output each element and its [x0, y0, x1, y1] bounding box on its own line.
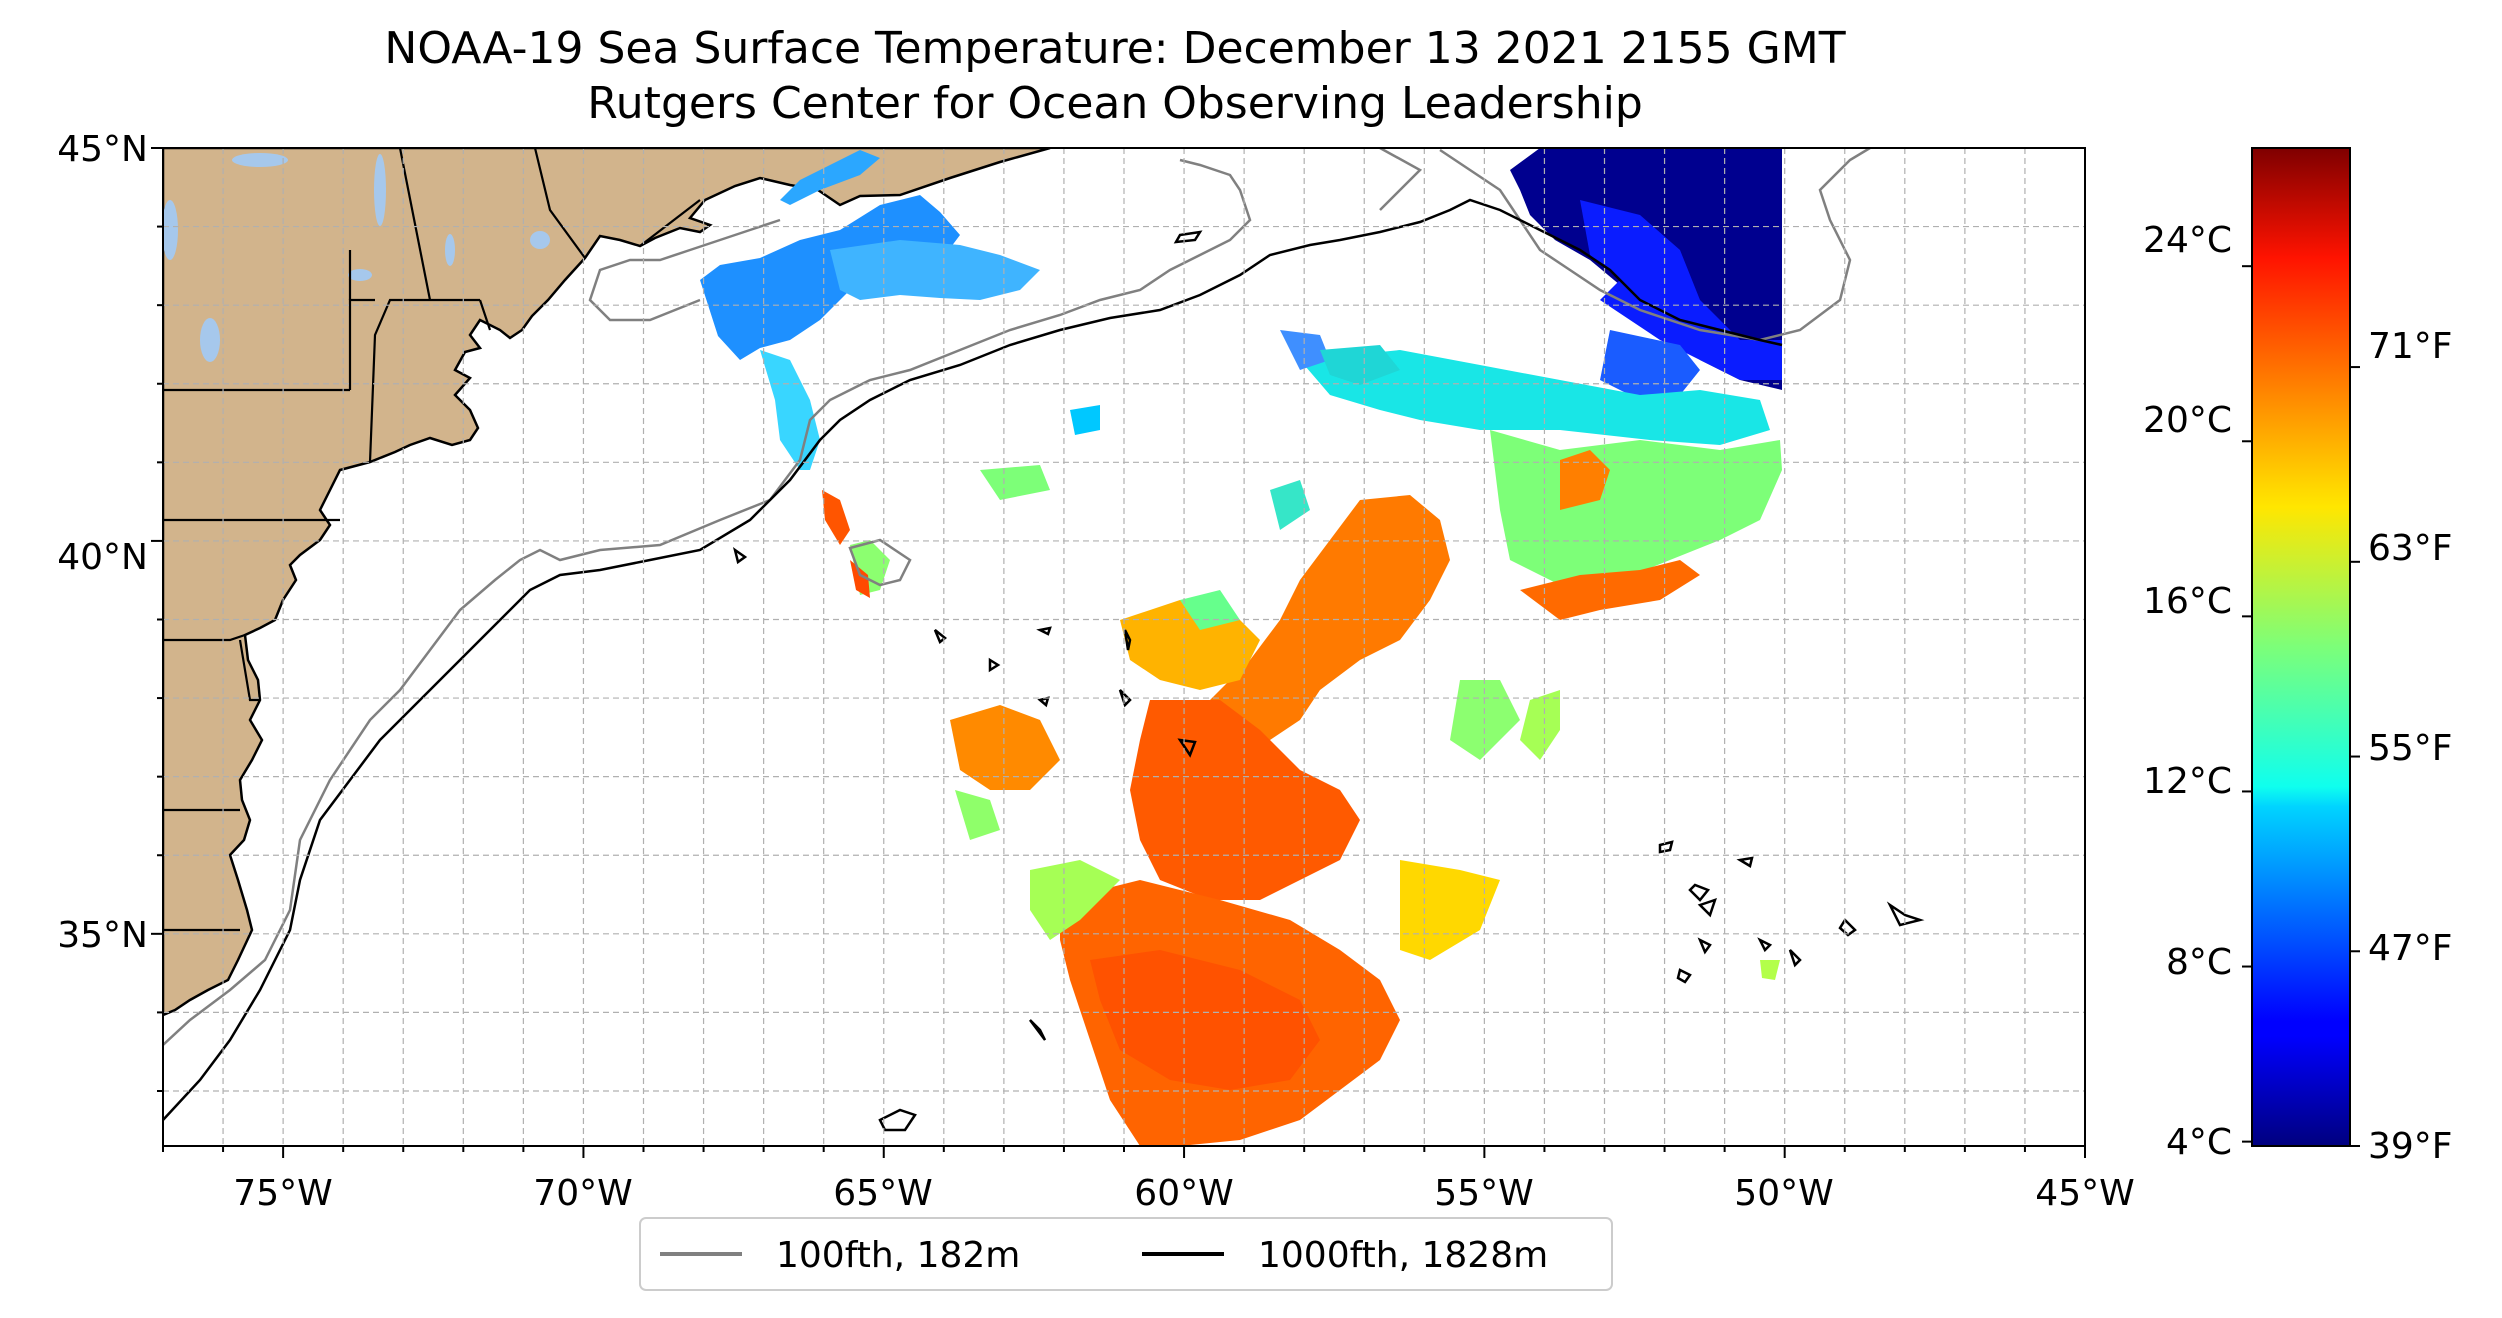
- colorbar-celsius-labels: 4°C 8°C 12°C 16°C 20°C 24°C: [2143, 220, 2232, 1163]
- sst-isolated-green: [980, 465, 1050, 500]
- lat-tick-label: 40°N: [57, 537, 148, 578]
- sst-isolated-green-2: [1270, 480, 1310, 530]
- sst-southwest-green: [955, 790, 1000, 840]
- map-panel: [163, 148, 2085, 1146]
- colorbar: 4°C 8°C 12°C 16°C 20°C 24°C 39°F 47°F 55…: [2143, 147, 2453, 1167]
- lakes: [163, 153, 550, 362]
- colorbar-gradient: [2251, 147, 2351, 1147]
- celsius-tick-label: 8°C: [2166, 942, 2232, 983]
- sst-gulf-of-maine-light: [830, 240, 1040, 300]
- celsius-tick-label: 4°C: [2166, 1122, 2232, 1163]
- colorbar-fahrenheit-labels: 39°F 47°F 55°F 63°F 71°F: [2368, 326, 2453, 1167]
- sst-south-core: [1090, 950, 1320, 1090]
- legend-box: [639, 1217, 1613, 1291]
- sst-east-green-spots-2: [1520, 690, 1560, 760]
- lon-tick-label: 65°W: [833, 1173, 932, 1214]
- celsius-tick-label: 20°C: [2143, 400, 2232, 441]
- lat-tick-labels: 35°N 40°N 45°N: [57, 129, 148, 956]
- sst-orange-east: [1560, 450, 1610, 510]
- fahrenheit-tick-label: 39°F: [2368, 1126, 2453, 1167]
- celsius-tick-label: 16°C: [2143, 581, 2232, 622]
- sst-orange-east-2: [1520, 560, 1700, 620]
- legend-label-1000fth: 1000fth, 1828m: [1258, 1235, 1548, 1276]
- sst-isolated-cyan: [1070, 405, 1100, 435]
- sst-isolated-teal: [1320, 345, 1400, 385]
- legend: 100fth, 182m 1000fth, 1828m: [639, 1217, 1613, 1291]
- fahrenheit-tick-label: 47°F: [2368, 928, 2453, 969]
- lon-tick-label: 45°W: [2035, 1173, 2134, 1214]
- sst-south-edge-green: [1760, 960, 1780, 980]
- lat-tick-label: 35°N: [57, 915, 148, 956]
- sst-east-green-spots: [1450, 680, 1520, 760]
- axis-ticks: [151, 147, 2086, 1158]
- legend-label-100fth: 100fth, 182m: [776, 1235, 1020, 1276]
- lon-tick-labels: 75°W 70°W 65°W 60°W 55°W 50°W 45°W: [233, 1173, 2134, 1214]
- lon-tick-label: 60°W: [1134, 1173, 1233, 1214]
- celsius-tick-label: 24°C: [2143, 220, 2232, 261]
- sst-southwest-patches: [950, 705, 1060, 790]
- sst-warm-core: [1180, 495, 1450, 760]
- contour-1000fth: [163, 198, 1925, 1132]
- sst-isolated-blue: [1280, 330, 1330, 370]
- sst-south-green: [1030, 860, 1120, 940]
- lon-tick-label: 75°W: [233, 1173, 332, 1214]
- sst-field: [700, 148, 1782, 1146]
- fahrenheit-tick-label: 55°F: [2368, 728, 2453, 769]
- sst-gulf-of-maine: [700, 195, 960, 360]
- sst-gulf-of-maine-edge: [780, 150, 880, 205]
- lat-tick-label: 45°N: [57, 129, 148, 170]
- fahrenheit-tick-label: 63°F: [2368, 528, 2453, 569]
- sst-shelf-warm: [822, 490, 850, 545]
- colorbar-ticks: [2242, 265, 2360, 1147]
- sst-south-yellow: [1400, 860, 1500, 960]
- chart-subtitle: Rutgers Center for Ocean Observing Leade…: [587, 78, 1643, 129]
- state-borders: [163, 148, 701, 932]
- fahrenheit-tick-label: 71°F: [2368, 326, 2453, 367]
- lon-tick-label: 55°W: [1434, 1173, 1533, 1214]
- sst-slope-warm: [850, 560, 870, 598]
- celsius-tick-label: 12°C: [2143, 761, 2232, 802]
- gridlines: [163, 148, 2085, 1146]
- lon-tick-label: 50°W: [1734, 1173, 1833, 1214]
- land-mass: [163, 148, 1051, 1017]
- chart-title: NOAA-19 Sea Surface Temperature: Decembe…: [384, 23, 1845, 74]
- sst-cyan-band: [1300, 350, 1770, 445]
- lon-tick-label: 70°W: [533, 1173, 632, 1214]
- sst-labrador-mid: [1600, 330, 1700, 400]
